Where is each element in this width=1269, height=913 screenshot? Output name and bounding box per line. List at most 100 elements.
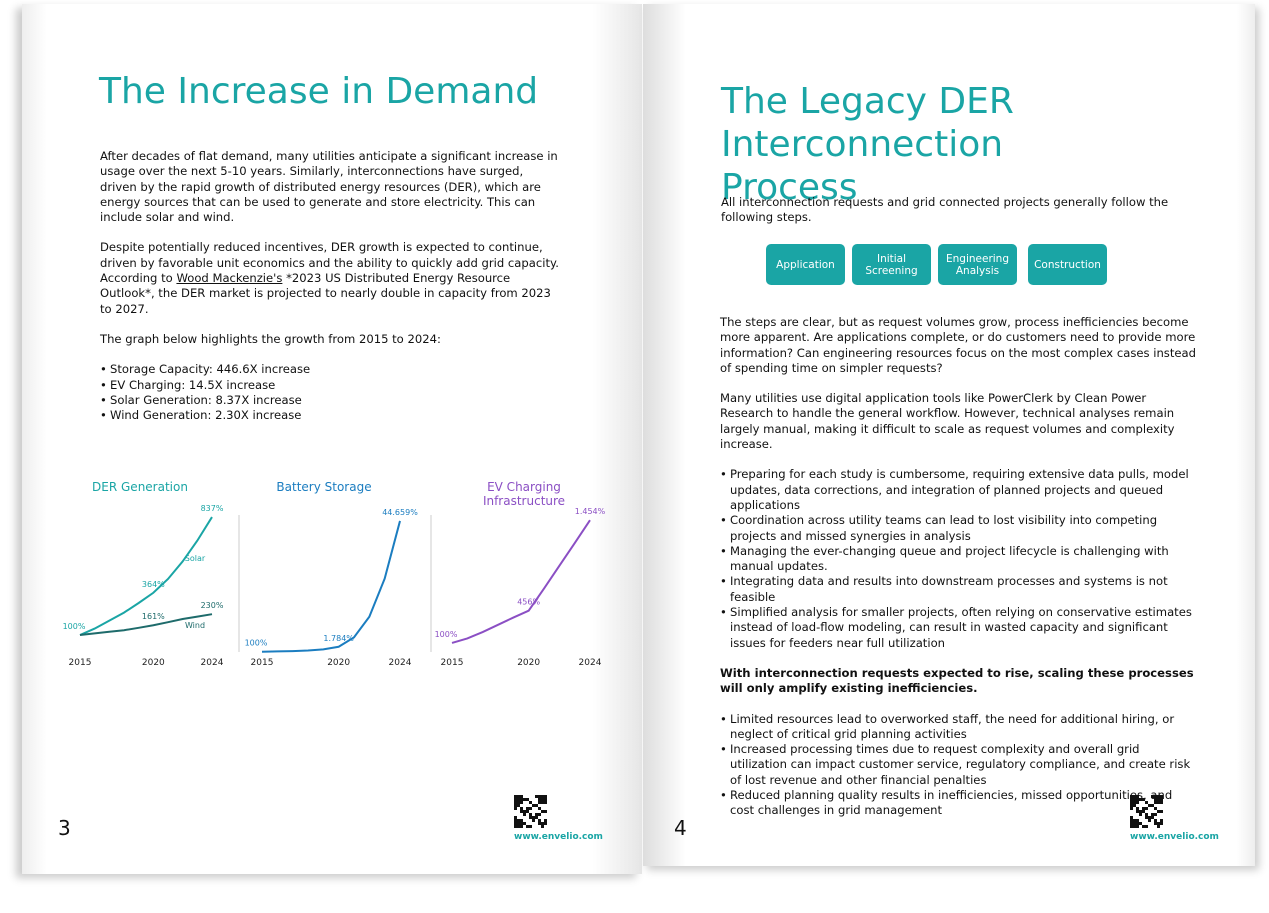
text: Despite potentially reduced incentives, … — [100, 240, 559, 286]
qr-cell — [535, 795, 538, 798]
qr-cell — [1136, 822, 1139, 825]
bullet-list: Storage Capacity: 446.6X increaseEV Char… — [100, 362, 562, 423]
qr-cell — [1160, 822, 1163, 825]
qr-cell — [1160, 819, 1163, 822]
qr-cell — [520, 825, 523, 828]
qr-cell — [1136, 819, 1139, 822]
qr-cell — [517, 825, 520, 828]
qr-cell — [514, 825, 517, 828]
qr-cell — [529, 807, 532, 810]
qr-cell — [517, 822, 520, 825]
qr-cell — [544, 810, 547, 813]
qr-cell — [532, 804, 535, 807]
qr-cell — [526, 825, 529, 828]
qr-cell — [517, 804, 520, 807]
data-label: 100% — [63, 622, 86, 631]
data-label: 100% — [435, 630, 458, 639]
paragraph: After decades of flat demand, many utili… — [100, 149, 558, 225]
paragraph: With interconnection requests expected t… — [720, 665, 1194, 696]
data-label: 364% — [142, 580, 165, 589]
qr-cell — [541, 795, 544, 798]
bullet-list: Preparing for each study is cumbersome, … — [720, 467, 1198, 651]
data-label: 1.454% — [575, 507, 606, 516]
paragraph: The steps are clear, but as request volu… — [720, 315, 1196, 375]
line — [79, 516, 213, 636]
qr-cell — [520, 801, 523, 804]
qr-cell — [538, 819, 541, 822]
qr-cell — [538, 801, 541, 804]
x-tick-label: 2024 — [579, 658, 602, 668]
qr-cell — [523, 822, 526, 825]
qr-cell — [529, 801, 532, 804]
qr-cell — [514, 819, 517, 822]
qr-cell — [517, 798, 520, 801]
qr-cell — [1154, 822, 1157, 825]
paragraph: Many utilities use digital application t… — [720, 391, 1175, 452]
bullet: Simplified analysis for smaller projects… — [720, 605, 1198, 651]
qr-cell — [1145, 825, 1148, 828]
line — [451, 519, 591, 644]
qr-cell — [538, 807, 541, 810]
bullet: Solar Generation: 8.37X increase — [100, 393, 562, 409]
qr-cell — [535, 816, 538, 819]
qr-cell — [517, 819, 520, 822]
qr-cell — [1133, 825, 1136, 828]
qr-cell — [520, 810, 523, 813]
line — [261, 520, 401, 653]
qr-cell — [538, 822, 541, 825]
left-text: After decades of flat demand, many utili… — [100, 149, 562, 424]
qr-cell — [526, 798, 529, 801]
title: The Increase in Demand — [99, 71, 539, 112]
data-label: 44.659% — [382, 508, 418, 517]
qr-cell — [514, 807, 517, 810]
qr-cell — [520, 798, 523, 801]
qr-cell — [1133, 822, 1136, 825]
qr-cell — [535, 813, 538, 816]
qr-cell — [526, 810, 529, 813]
paragraph: The graph below highlights the growth fr… — [100, 331, 441, 346]
qr-cell — [514, 801, 517, 804]
bullet-list: Limited resources lead to overworked sta… — [720, 712, 1198, 819]
paragraph: Despite potentially reduced incentives, … — [100, 240, 562, 316]
qr-cell — [529, 816, 532, 819]
qr-cell — [544, 795, 547, 798]
qr-cell — [529, 825, 532, 828]
bullet: Increased processing times due to reques… — [720, 742, 1198, 788]
qr-cell — [517, 801, 520, 804]
step: Initial Screening — [852, 244, 931, 285]
qr-cell — [520, 819, 523, 822]
x-tick-label: 2015 — [251, 658, 274, 668]
url[interactable]: www.envelio.com — [514, 832, 603, 842]
chart-title: Battery Storage — [276, 480, 372, 494]
link[interactable]: Wood Mackenzie's — [176, 271, 283, 286]
qr-cell — [1142, 825, 1145, 828]
qr-cell — [1130, 825, 1133, 828]
x-tick-label: 2020 — [327, 658, 350, 668]
qr-cell — [544, 819, 547, 822]
qr-cell — [514, 804, 517, 807]
bullet: Preparing for each study is cumbersome, … — [720, 467, 1198, 513]
qr-cell — [532, 819, 535, 822]
step: Application — [766, 244, 845, 285]
qr-cell — [1157, 825, 1160, 828]
qr-cell — [544, 822, 547, 825]
qr-cell — [541, 801, 544, 804]
bullet: Coordination across utility teams can le… — [720, 513, 1198, 544]
qr-cell — [532, 816, 535, 819]
series-label: Wind — [185, 621, 205, 630]
data-label: 230% — [201, 601, 224, 610]
qr-cell — [544, 801, 547, 804]
qr-cell — [1157, 822, 1160, 825]
qr-cell — [544, 798, 547, 801]
url[interactable]: www.envelio.com — [1130, 832, 1219, 842]
qr-code — [514, 795, 547, 828]
x-tick-label: 2024 — [201, 658, 224, 668]
page-number: 4 — [674, 816, 687, 840]
qr-cell — [520, 822, 523, 825]
qr-cell — [523, 810, 526, 813]
qr-cell — [517, 795, 520, 798]
bullet: Wind Generation: 2.30X increase — [100, 408, 562, 424]
qr-cell — [520, 807, 523, 810]
bullet: EV Charging: 14.5X increase — [100, 378, 562, 394]
